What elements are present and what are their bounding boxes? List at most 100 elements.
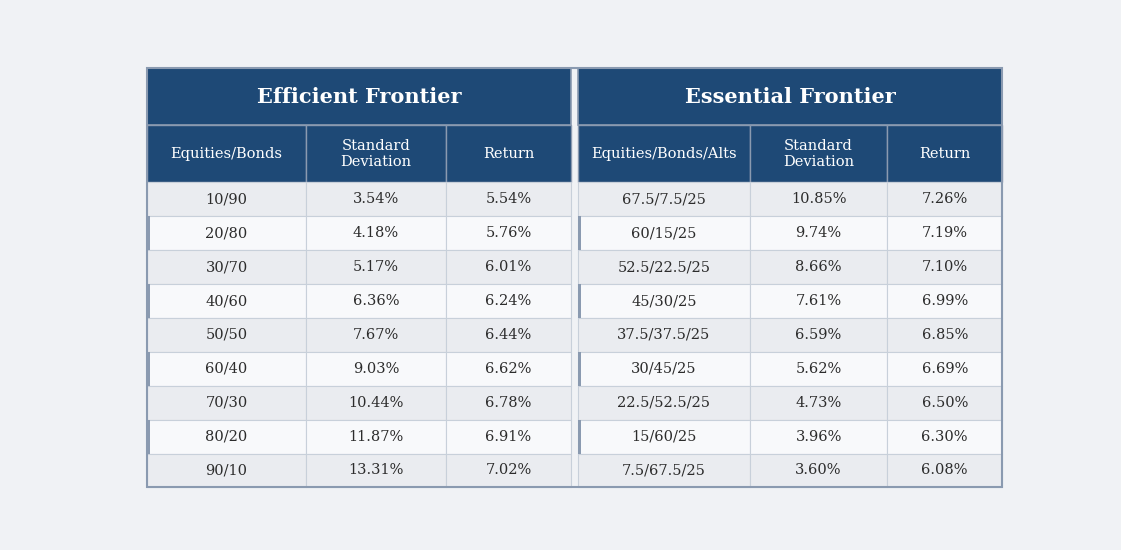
Text: 6.30%: 6.30% <box>921 430 967 443</box>
Bar <box>306 318 446 352</box>
Text: 3.96%: 3.96% <box>796 430 842 443</box>
Text: 10.44%: 10.44% <box>349 395 404 410</box>
Bar <box>147 386 306 420</box>
Bar <box>578 352 581 386</box>
Bar <box>750 183 888 216</box>
Bar <box>578 352 750 386</box>
Text: 7.5/67.5/25: 7.5/67.5/25 <box>622 464 706 477</box>
Bar <box>446 386 571 420</box>
Text: 10/90: 10/90 <box>205 192 248 206</box>
Bar <box>750 352 888 386</box>
Bar <box>446 420 571 454</box>
Bar <box>750 216 888 250</box>
Text: Return: Return <box>483 147 535 161</box>
Text: 45/30/25: 45/30/25 <box>631 294 696 308</box>
Bar <box>888 250 1002 284</box>
Bar <box>446 318 571 352</box>
Bar <box>306 284 446 318</box>
Bar <box>888 386 1002 420</box>
Bar <box>578 318 750 352</box>
Text: 6.44%: 6.44% <box>485 328 531 342</box>
Text: 30/70: 30/70 <box>205 260 248 274</box>
Bar <box>147 352 150 386</box>
Bar <box>147 318 306 352</box>
Bar <box>750 318 888 352</box>
Text: 5.62%: 5.62% <box>796 362 842 376</box>
Bar <box>750 386 888 420</box>
Text: 37.5/37.5/25: 37.5/37.5/25 <box>618 328 711 342</box>
Bar <box>888 454 1002 487</box>
Bar <box>750 284 888 318</box>
Bar <box>306 352 446 386</box>
Bar <box>888 125 1002 183</box>
Text: 70/30: 70/30 <box>205 395 248 410</box>
Bar <box>888 216 1002 250</box>
Text: 30/45/25: 30/45/25 <box>631 362 696 376</box>
Text: Standard
Deviation: Standard Deviation <box>341 139 411 169</box>
Bar <box>578 68 1002 125</box>
Bar <box>750 454 888 487</box>
Bar <box>446 183 571 216</box>
Text: 4.73%: 4.73% <box>796 395 842 410</box>
Bar <box>578 420 581 454</box>
Text: 7.10%: 7.10% <box>921 260 967 274</box>
Text: 6.99%: 6.99% <box>921 294 967 308</box>
Bar <box>446 352 571 386</box>
Text: 5.76%: 5.76% <box>485 226 531 240</box>
Text: Equities/Bonds: Equities/Bonds <box>170 147 282 161</box>
Text: 10.85%: 10.85% <box>790 192 846 206</box>
Text: 6.85%: 6.85% <box>921 328 967 342</box>
Text: 8.66%: 8.66% <box>795 260 842 274</box>
Text: 50/50: 50/50 <box>205 328 248 342</box>
Text: 67.5/7.5/25: 67.5/7.5/25 <box>622 192 706 206</box>
Bar <box>888 352 1002 386</box>
Text: Standard
Deviation: Standard Deviation <box>784 139 854 169</box>
Bar <box>888 318 1002 352</box>
Text: 80/20: 80/20 <box>205 430 248 443</box>
Text: 6.08%: 6.08% <box>921 464 967 477</box>
Bar <box>147 420 306 454</box>
Text: 6.24%: 6.24% <box>485 294 531 308</box>
Text: 22.5/52.5/25: 22.5/52.5/25 <box>618 395 711 410</box>
Bar <box>750 420 888 454</box>
Text: 6.01%: 6.01% <box>485 260 531 274</box>
Text: 7.61%: 7.61% <box>796 294 842 308</box>
Bar <box>306 125 446 183</box>
Bar <box>147 454 306 487</box>
Text: 60/40: 60/40 <box>205 362 248 376</box>
Bar <box>147 352 306 386</box>
Text: 6.36%: 6.36% <box>353 294 399 308</box>
Bar <box>306 250 446 284</box>
Text: 3.60%: 3.60% <box>795 464 842 477</box>
Text: 52.5/22.5/25: 52.5/22.5/25 <box>618 260 711 274</box>
Text: 15/60/25: 15/60/25 <box>631 430 696 443</box>
Text: Efficient Frontier: Efficient Frontier <box>257 87 462 107</box>
Text: 5.54%: 5.54% <box>485 192 531 206</box>
Text: 5.17%: 5.17% <box>353 260 399 274</box>
Bar <box>306 386 446 420</box>
Bar <box>446 125 571 183</box>
Bar <box>306 420 446 454</box>
Bar <box>578 420 750 454</box>
Bar <box>446 216 571 250</box>
Bar <box>578 216 581 250</box>
Text: 9.74%: 9.74% <box>796 226 842 240</box>
Bar <box>888 183 1002 216</box>
Bar <box>750 125 888 183</box>
Bar <box>306 183 446 216</box>
Bar <box>578 183 750 216</box>
Text: 40/60: 40/60 <box>205 294 248 308</box>
Text: 7.02%: 7.02% <box>485 464 531 477</box>
Bar <box>147 250 306 284</box>
Bar <box>147 183 306 216</box>
Text: 7.19%: 7.19% <box>921 226 967 240</box>
Text: 13.31%: 13.31% <box>349 464 404 477</box>
Text: 90/10: 90/10 <box>205 464 248 477</box>
Text: 6.91%: 6.91% <box>485 430 531 443</box>
Text: 6.59%: 6.59% <box>796 328 842 342</box>
Bar <box>446 454 571 487</box>
Bar <box>578 386 750 420</box>
Bar <box>578 125 750 183</box>
Text: 11.87%: 11.87% <box>349 430 404 443</box>
Bar <box>446 284 571 318</box>
